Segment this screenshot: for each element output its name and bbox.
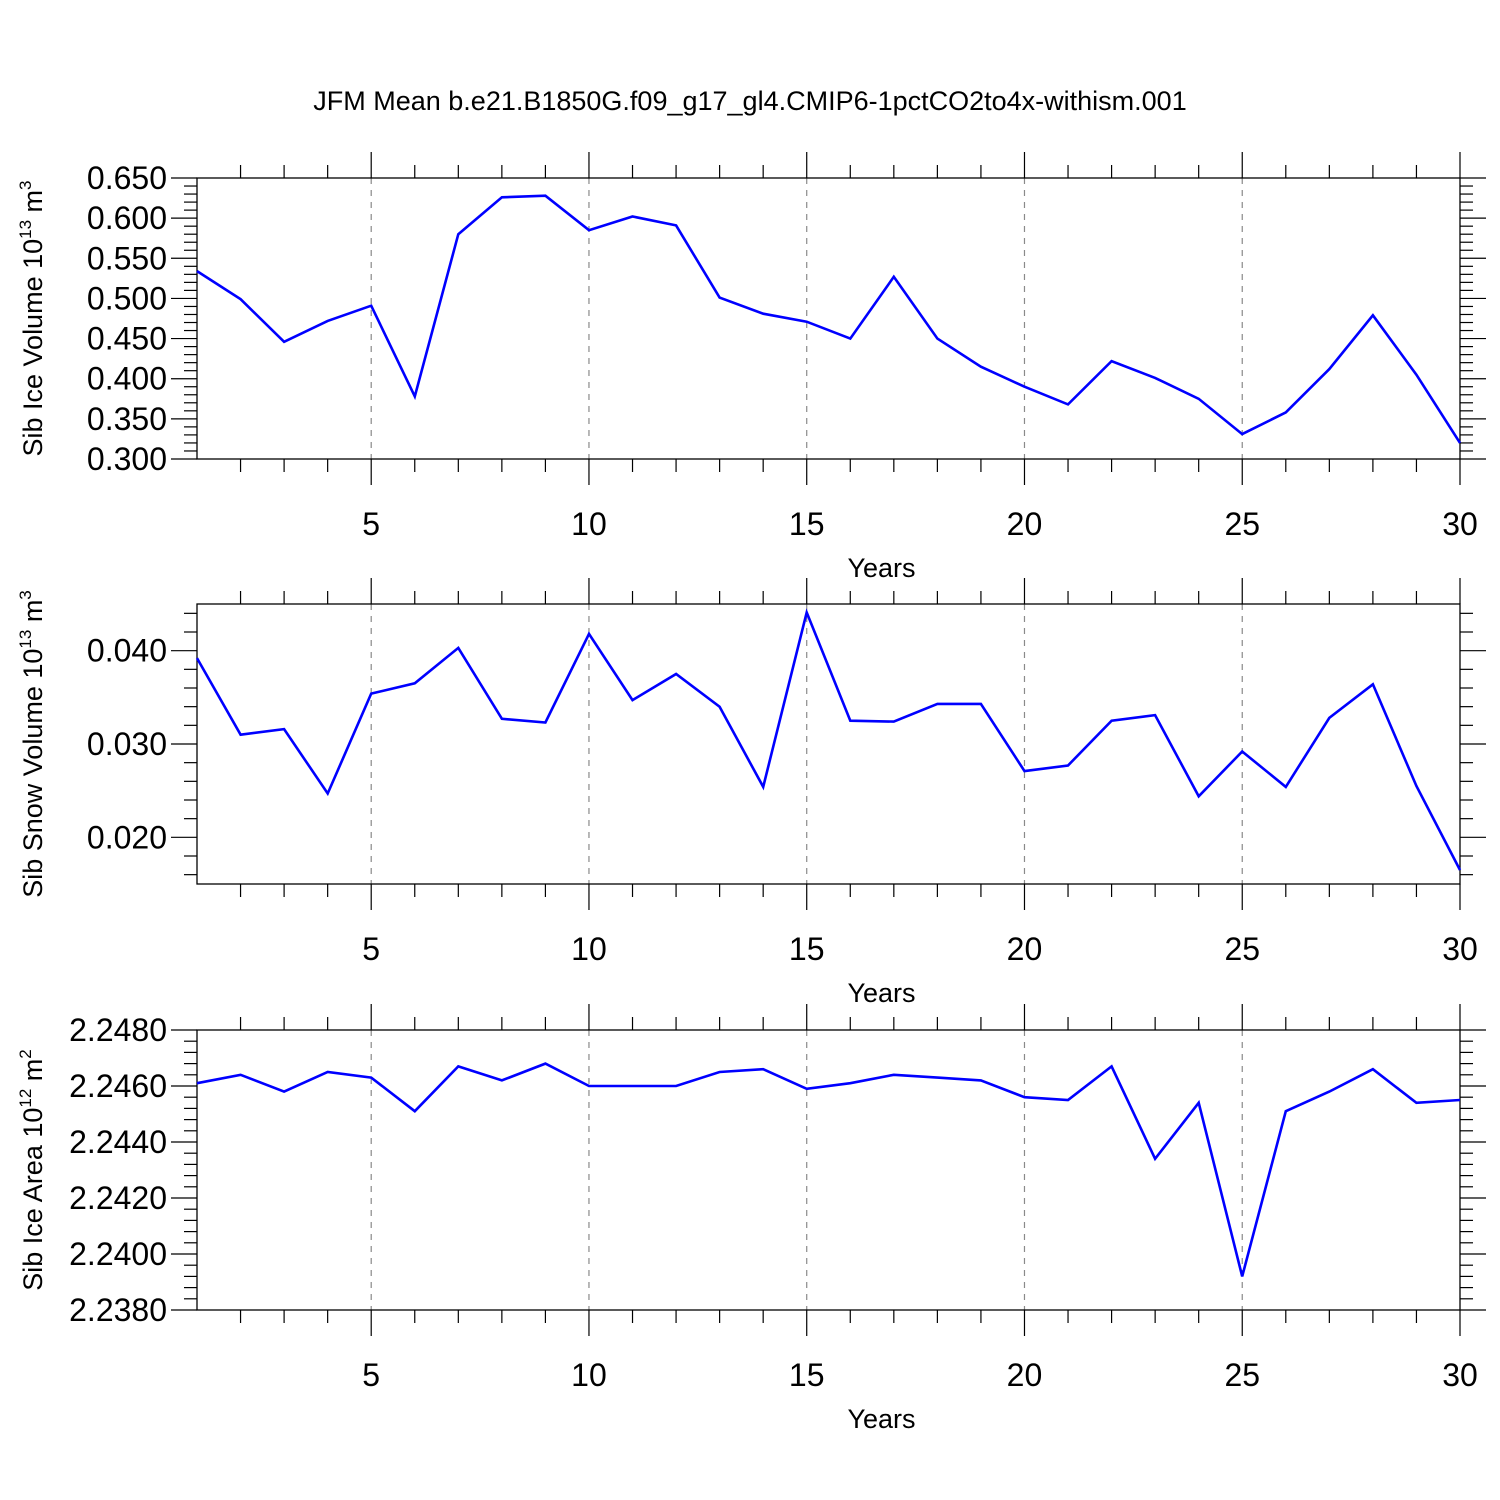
y-tick-label: 0.300 — [87, 441, 167, 477]
series-line — [196, 194, 1462, 444]
y-tick-label: 0.550 — [87, 240, 167, 276]
y-tick-label: 2.2400 — [69, 1236, 167, 1272]
x-tick-label: 5 — [362, 1357, 380, 1393]
y-tick-label: 0.020 — [87, 819, 167, 855]
plot-frame — [196, 1029, 1461, 1311]
plot-frame — [196, 177, 1461, 460]
panel-2: 5 10 15 20 25 30 Years 0.020 0.030 0.040 Sib Snow … — [16, 578, 1486, 1008]
series-line — [196, 1062, 1461, 1277]
series-line — [195, 608, 1462, 871]
x-tick-label: 25 — [1224, 506, 1260, 542]
x-tick-label: 30 — [1442, 1357, 1478, 1393]
x-tick-label: 20 — [1007, 1357, 1043, 1393]
y-tick-label: 2.2480 — [69, 1012, 167, 1048]
y-tick-label: 0.450 — [87, 321, 167, 357]
y-tick-label: 0.600 — [87, 200, 167, 236]
y-tick-label: 0.500 — [87, 280, 167, 316]
x-axis-title: Years — [847, 1404, 915, 1434]
y-axis-title: Sib Snow Volume 1013 m3 — [16, 590, 48, 898]
x-tick-label: 5 — [362, 931, 380, 967]
x-tick-label: 30 — [1442, 931, 1478, 967]
y-axis-title: Sib Ice Volume 1013 m3 — [16, 180, 48, 456]
x-tick-label: 30 — [1442, 506, 1478, 542]
x-tick-label: 15 — [789, 1357, 825, 1393]
plot-frame — [196, 603, 1461, 885]
y-tick-label: 0.040 — [87, 633, 167, 669]
x-tick-label: 15 — [789, 506, 825, 542]
y-tick-label: 0.400 — [87, 361, 167, 397]
panel-3: 5 10 15 20 25 30 Years 2.2380 2.2400 2.2420 2.2440… — [16, 1004, 1486, 1434]
x-axis-title: Years — [847, 978, 915, 1008]
x-tick-label: 15 — [789, 931, 825, 967]
y-tick-label: 2.2380 — [69, 1292, 167, 1328]
x-tick-label: 20 — [1007, 506, 1043, 542]
x-tick-label: 10 — [571, 931, 607, 967]
figure-title: JFM Mean b.e21.B1850G.f09_g17_gl4.CMIP6-… — [313, 86, 1187, 116]
y-tick-label: 2.2420 — [69, 1180, 167, 1216]
x-axis-title: Years — [847, 553, 915, 583]
x-tick-label: 25 — [1224, 1357, 1260, 1393]
x-tick-label: 5 — [362, 506, 380, 542]
y-tick-label: 0.350 — [87, 401, 167, 437]
y-tick-label: 2.2460 — [69, 1068, 167, 1104]
y-axis-title: Sib Ice Area 1012 m2 — [16, 1049, 48, 1291]
x-tick-label: 25 — [1224, 931, 1260, 967]
panel-1: 5 10 15 20 25 30 Years 0.300 0.350 0.400 0.450 0.50… — [16, 152, 1486, 583]
y-tick-label: 2.2440 — [69, 1124, 167, 1160]
x-tick-label: 10 — [571, 1357, 607, 1393]
x-tick-label: 10 — [571, 506, 607, 542]
y-tick-label: 0.030 — [87, 726, 167, 762]
x-tick-label: 20 — [1007, 931, 1043, 967]
y-tick-label: 0.650 — [87, 160, 167, 196]
